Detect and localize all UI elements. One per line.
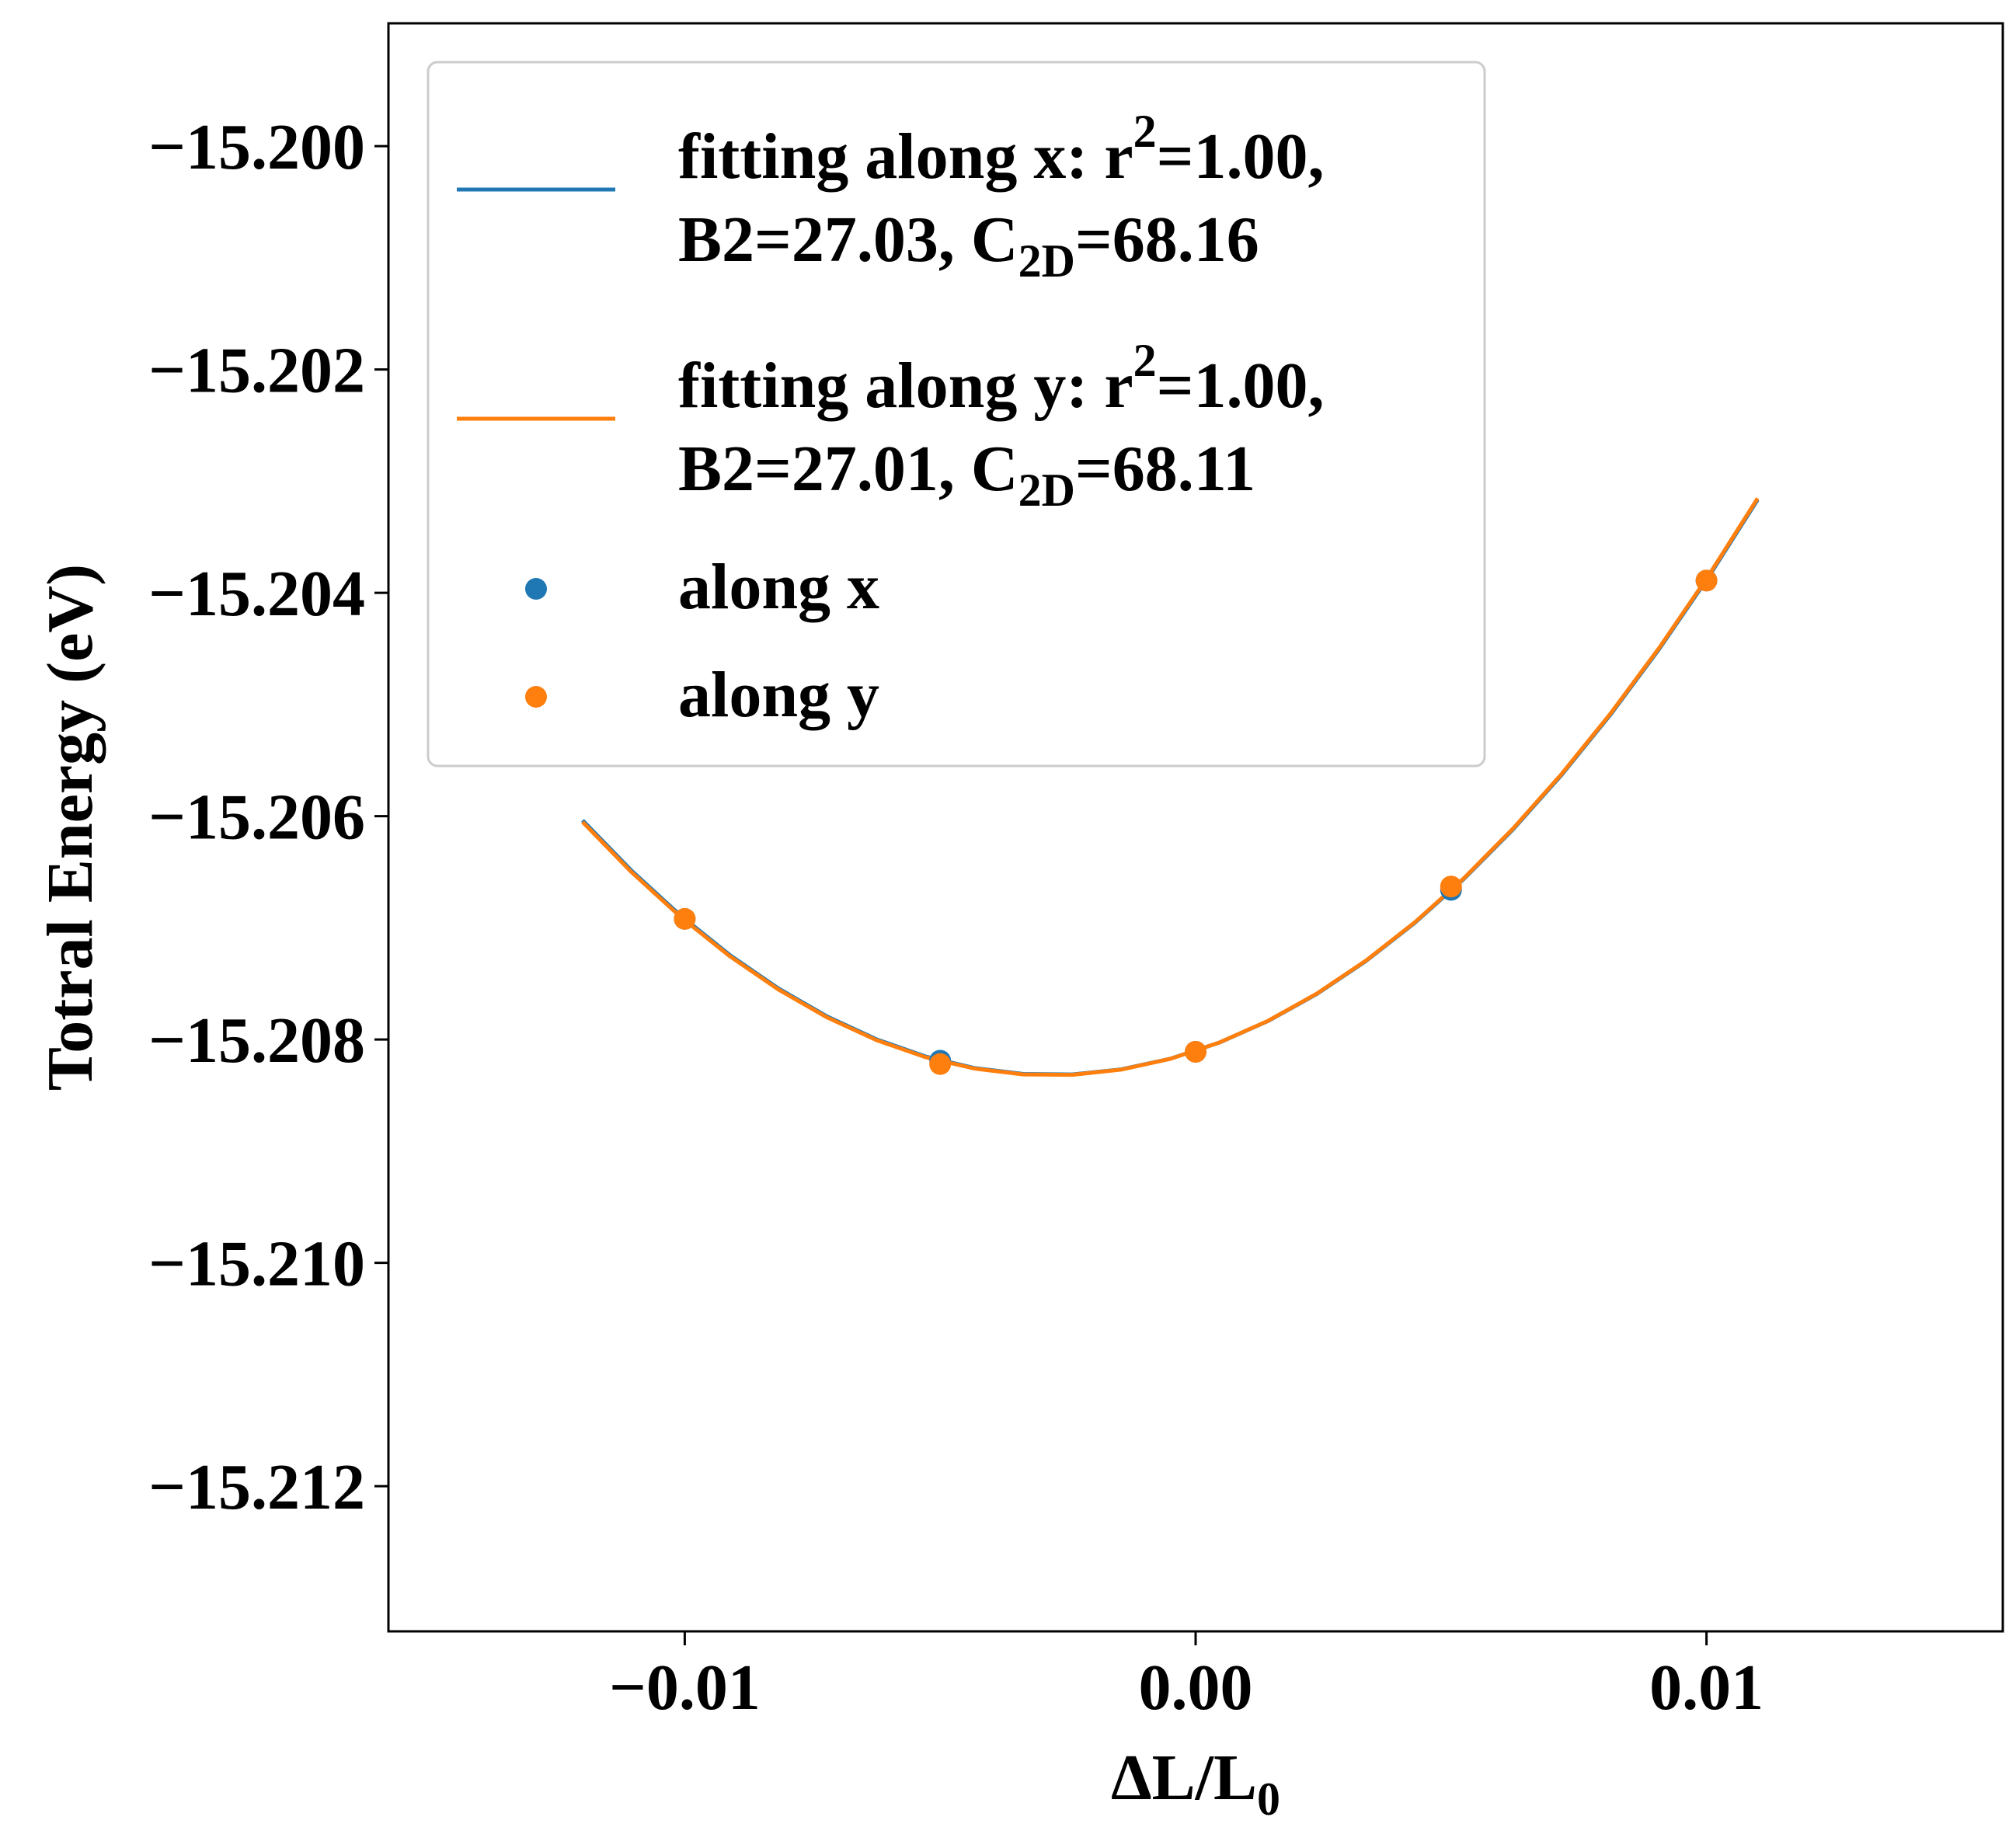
x-tick-label: −0.01 <box>609 1652 761 1724</box>
legend-label-along-x: along x <box>678 551 879 623</box>
data-point-along-y <box>1440 875 1462 898</box>
legend-label-fit-x-line2: B2=27.03, C2D=68.16 <box>678 204 1259 287</box>
x-axis-label-subscript: 0 <box>1257 1774 1280 1824</box>
y-tick-label: −15.200 <box>148 111 365 183</box>
legend-label-fit-y-line2: B2=27.01, C2D=68.11 <box>678 433 1255 516</box>
y-tick-label: −15.210 <box>148 1228 365 1300</box>
legend-label-fit-x-line1: fitting along x: r2=1.00, <box>678 106 1325 193</box>
data-point-along-y <box>1695 569 1718 592</box>
legend-marker-along-y <box>525 686 547 708</box>
data-point-along-y <box>1185 1040 1206 1063</box>
y-axis-label: Totral Energy (eV) <box>34 564 106 1091</box>
y-tick-label: −15.202 <box>148 335 365 407</box>
x-tick-label: 0.00 <box>1139 1652 1253 1724</box>
axis-layer: −0.01 0.00 0.01 −15.200 −15.202 −15.204 −15.20… <box>148 111 1764 1724</box>
legend-label-along-y: along y <box>678 659 879 731</box>
x-axis-label-main: ΔL/L <box>1111 1742 1257 1814</box>
legend-marker-along-x <box>525 578 547 600</box>
legend-box <box>427 61 1486 768</box>
data-point-along-y <box>929 1053 952 1075</box>
x-axis-label: ΔL/L0 <box>1111 1742 1280 1824</box>
legend: fitting along x: r2=1.00, B2=27.03, C2D=… <box>427 61 1486 768</box>
series-layer <box>581 497 1760 1077</box>
y-tick-label: −15.208 <box>148 1004 365 1077</box>
legend-label-fit-y-line1: fitting along y: r2=1.00, <box>678 335 1325 422</box>
y-tick-label: −15.212 <box>148 1451 365 1523</box>
fit-line-along-y <box>581 497 1760 1077</box>
x-tick-label: 0.01 <box>1649 1652 1764 1724</box>
y-tick-label: −15.204 <box>148 558 365 630</box>
data-point-along-y <box>674 907 696 930</box>
y-tick-label: −15.206 <box>148 781 365 854</box>
